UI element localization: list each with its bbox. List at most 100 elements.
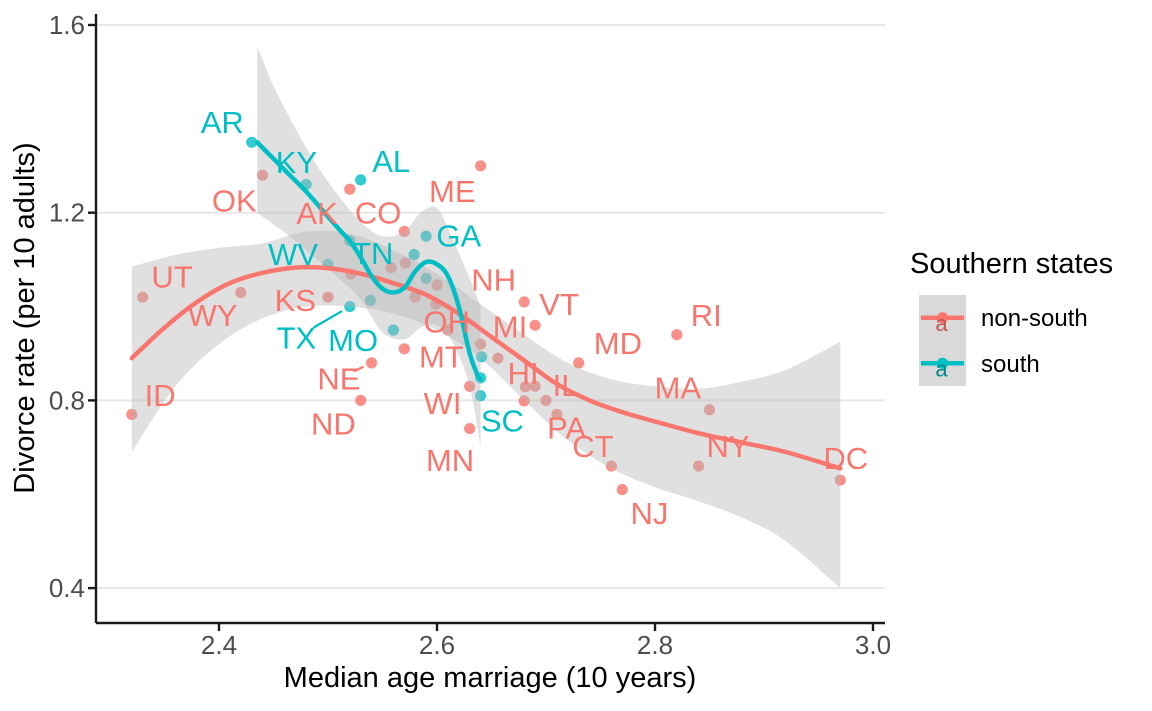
label-tx: TX bbox=[277, 321, 317, 356]
label-ri: RI bbox=[691, 298, 722, 333]
label-nd: ND bbox=[311, 406, 356, 441]
point-mo bbox=[387, 324, 399, 336]
legend-keys: aa bbox=[919, 295, 966, 386]
point-wy bbox=[235, 286, 247, 299]
label-nh: NH bbox=[471, 262, 516, 297]
label-hi: HI bbox=[508, 356, 539, 391]
point-unlabeled bbox=[409, 291, 421, 303]
smooth-lines bbox=[129, 140, 843, 471]
leader-line-ne bbox=[353, 365, 364, 373]
label-ar: AR bbox=[201, 105, 244, 140]
y-tick-label-1.2: 1.2 bbox=[49, 198, 85, 228]
label-ky: KY bbox=[276, 145, 317, 180]
label-il: IL bbox=[553, 368, 579, 403]
label-wi: WI bbox=[424, 386, 462, 421]
smooth-line-south bbox=[254, 140, 483, 382]
point-unlabeled bbox=[518, 395, 530, 407]
label-mo: MO bbox=[328, 323, 378, 358]
point-al bbox=[355, 174, 367, 186]
point-sc bbox=[475, 390, 487, 402]
point-il bbox=[540, 394, 552, 406]
x-tick-label-2.8: 2.8 bbox=[637, 630, 673, 660]
point-nj bbox=[616, 484, 628, 496]
label-ut: UT bbox=[151, 260, 192, 295]
y-tick-label-0.8: 0.8 bbox=[49, 385, 85, 415]
label-wy: WY bbox=[188, 298, 238, 333]
point-unlabeled bbox=[385, 262, 397, 274]
point-ks bbox=[322, 291, 334, 303]
x-tick-label-3: 3.0 bbox=[855, 630, 891, 660]
label-dc: DC bbox=[823, 441, 868, 476]
label-ak: AK bbox=[296, 196, 338, 231]
point-unlabeled bbox=[364, 294, 377, 306]
label-me: ME bbox=[429, 174, 476, 209]
label-ma: MA bbox=[655, 370, 702, 405]
label-md: MD bbox=[594, 326, 642, 361]
point-mn bbox=[464, 423, 476, 435]
x-tick-label-2.4: 2.4 bbox=[201, 630, 237, 660]
label-oh: OH bbox=[424, 305, 471, 340]
y-tick-label-1.6: 1.6 bbox=[49, 10, 85, 40]
point-unlabeled bbox=[492, 352, 504, 364]
gridlines bbox=[96, 24, 885, 590]
label-al: AL bbox=[372, 144, 410, 179]
y-axis-title: Divorce rate (per 10 adults) bbox=[9, 142, 41, 493]
point-unlabeled bbox=[399, 257, 411, 269]
point-mt bbox=[398, 343, 410, 355]
x-tick-label-2.6: 2.6 bbox=[419, 630, 455, 660]
legend-key-point-non-south bbox=[936, 312, 949, 324]
point-ny bbox=[693, 460, 705, 472]
label-ga: GA bbox=[436, 219, 481, 254]
point-unlabeled bbox=[519, 381, 531, 393]
point-unlabeled bbox=[476, 351, 488, 363]
label-leader-lines bbox=[313, 310, 364, 373]
x-axis-title: Median age marriage (10 years) bbox=[284, 662, 697, 694]
point-tx bbox=[344, 301, 356, 313]
point-unlabeled bbox=[408, 248, 420, 261]
point-ut bbox=[137, 291, 149, 303]
point-unlabeled bbox=[420, 272, 432, 284]
point-wi bbox=[464, 380, 476, 392]
label-mn: MN bbox=[426, 443, 474, 478]
label-sc: SC bbox=[481, 404, 524, 439]
label-ne: NE bbox=[317, 361, 360, 396]
label-ct: CT bbox=[572, 429, 613, 464]
legend: Southern states aa non-south south bbox=[910, 248, 1113, 386]
point-ma bbox=[703, 404, 716, 416]
legend-key-a-glyph-south: a bbox=[935, 356, 948, 381]
point-me bbox=[475, 160, 487, 172]
point-ne bbox=[366, 357, 378, 369]
legend-label-non-south: non-south bbox=[981, 305, 1088, 332]
label-tn: TN bbox=[352, 236, 393, 271]
label-nj: NJ bbox=[631, 496, 669, 531]
legend-title: Southern states bbox=[910, 248, 1113, 280]
point-ak bbox=[344, 183, 356, 195]
point-pa bbox=[551, 408, 563, 421]
axes: 2.4 2.6 2.8 3.0 0.4 0.8 1.2 1.6 Median age marr… bbox=[9, 10, 891, 694]
label-mi: MI bbox=[493, 310, 527, 345]
label-vt: VT bbox=[539, 287, 579, 322]
point-co bbox=[398, 225, 410, 238]
point-mi bbox=[475, 338, 487, 350]
point-ok bbox=[257, 169, 269, 181]
point-id bbox=[126, 408, 138, 421]
label-ok: OK bbox=[212, 184, 257, 219]
leader-line-tx bbox=[313, 310, 343, 329]
confidence-bands bbox=[131, 46, 841, 589]
label-wv: WV bbox=[268, 237, 318, 272]
label-ny: NY bbox=[706, 429, 749, 464]
legend-key-point-south bbox=[936, 357, 949, 369]
confidence-band-non-south bbox=[131, 230, 841, 589]
point-ar bbox=[246, 136, 258, 148]
point-ri bbox=[671, 329, 683, 341]
y-tick-label-0.4: 0.4 bbox=[49, 573, 85, 603]
label-co: CO bbox=[355, 196, 402, 231]
legend-key-a-glyph-non-south: a bbox=[935, 311, 948, 336]
label-pa: PA bbox=[547, 411, 586, 446]
point-ct bbox=[605, 460, 618, 472]
point-nd bbox=[355, 394, 367, 406]
legend-label-south: south bbox=[981, 351, 1040, 378]
axis-ticks: 2.4 2.6 2.8 3.0 0.4 0.8 1.2 1.6 bbox=[49, 10, 891, 660]
label-ks: KS bbox=[275, 283, 316, 318]
